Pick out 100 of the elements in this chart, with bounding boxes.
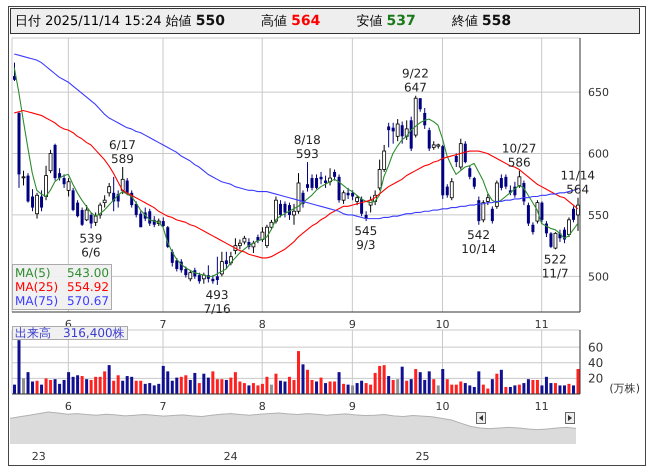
bar [198,383,201,394]
candlestick [554,232,558,250]
text: 高値 564 [261,13,320,29]
bar [54,379,57,394]
chart-title: 日付 2025/11/14 15:24 [15,14,162,29]
annotation: 545 9/3 [354,224,378,252]
bar [134,380,138,394]
bar [40,384,44,394]
candlestick [418,98,422,112]
bar [526,379,530,394]
x-tick-label: 10 [436,400,450,413]
x-tick-label: 8 [258,318,266,331]
candlestick [72,187,75,212]
bar [572,385,575,394]
bar [224,380,228,394]
y-tick-label: 40 [588,356,604,370]
annotation: 6/17 589 [108,138,136,166]
candlestick [490,206,494,224]
candlestick [504,174,508,190]
bar [26,372,30,394]
candlestick [333,168,336,182]
candlestick [477,196,480,226]
bar [410,379,413,394]
candlestick [572,206,575,223]
candlestick [90,212,93,229]
y-tick-label: 550 [588,208,609,222]
annotation: 10/27 586 [502,142,536,170]
bar [576,369,580,394]
x-tick-label: 25 [416,450,430,463]
bar [108,365,111,394]
candlestick [62,174,66,188]
x-tick-label: 11 [534,318,549,331]
y-axis-title: (万株) [609,382,640,395]
bar [477,371,480,394]
candlestick [44,165,48,201]
bar [518,384,521,394]
x-tick-label: 23 [32,450,46,463]
bar [175,378,178,394]
bar [247,385,250,394]
candlestick [228,251,233,266]
bar [206,378,210,394]
bar [500,370,503,394]
annotation: 539 6/6 [79,231,102,260]
bar [274,374,278,394]
candlestick [306,162,310,192]
bar [490,379,494,394]
candlestick [567,216,571,238]
bar [486,388,490,394]
bar [364,383,368,394]
candlestick [468,165,472,180]
bar [315,382,318,394]
text: MA(75) 570.67 [15,294,109,308]
x-tick-label: 8 [258,400,266,413]
candlestick [396,118,400,142]
candlestick [13,62,16,82]
bar [356,383,359,394]
bar [90,380,93,394]
candlestick [40,190,44,212]
candlestick [486,194,490,206]
bar [554,383,557,394]
x-tick-label: 7 [160,400,167,413]
candlestick [346,187,350,200]
candlestick [531,222,534,236]
candlestick [84,204,89,222]
x-tick-label: 11 [534,400,549,413]
candlestick [342,190,346,204]
candlestick [464,140,467,164]
bar [80,376,84,394]
bar [242,383,246,394]
candlestick [324,175,328,188]
text: 終値 558 [452,13,512,29]
bar [418,372,422,394]
bar [324,383,328,394]
y-tick-label: 650 [588,86,609,99]
y-tick-label: 20 [588,372,604,386]
bar [193,372,196,394]
candlestick [517,170,522,188]
candlestick [576,197,580,232]
candlestick [35,192,39,220]
candlestick [94,212,98,226]
bar [283,382,286,394]
bar [44,378,48,394]
bar [441,369,444,394]
candlestick [472,176,476,190]
text: 安値 537 [356,13,416,29]
x-tick-label: 6 [64,400,72,413]
bar [338,372,341,394]
annotation: 8/18 593 [294,133,321,162]
bar [396,379,400,394]
bar [328,382,332,394]
bar [513,385,516,394]
candlestick [338,174,341,204]
candlestick [400,121,404,144]
candlestick [252,240,256,254]
bar [36,380,39,394]
candlestick [387,122,390,148]
text: 始値 550 [166,13,226,29]
annotation: 522 11/7 [542,252,569,280]
bar [346,384,350,394]
bar [184,375,188,394]
